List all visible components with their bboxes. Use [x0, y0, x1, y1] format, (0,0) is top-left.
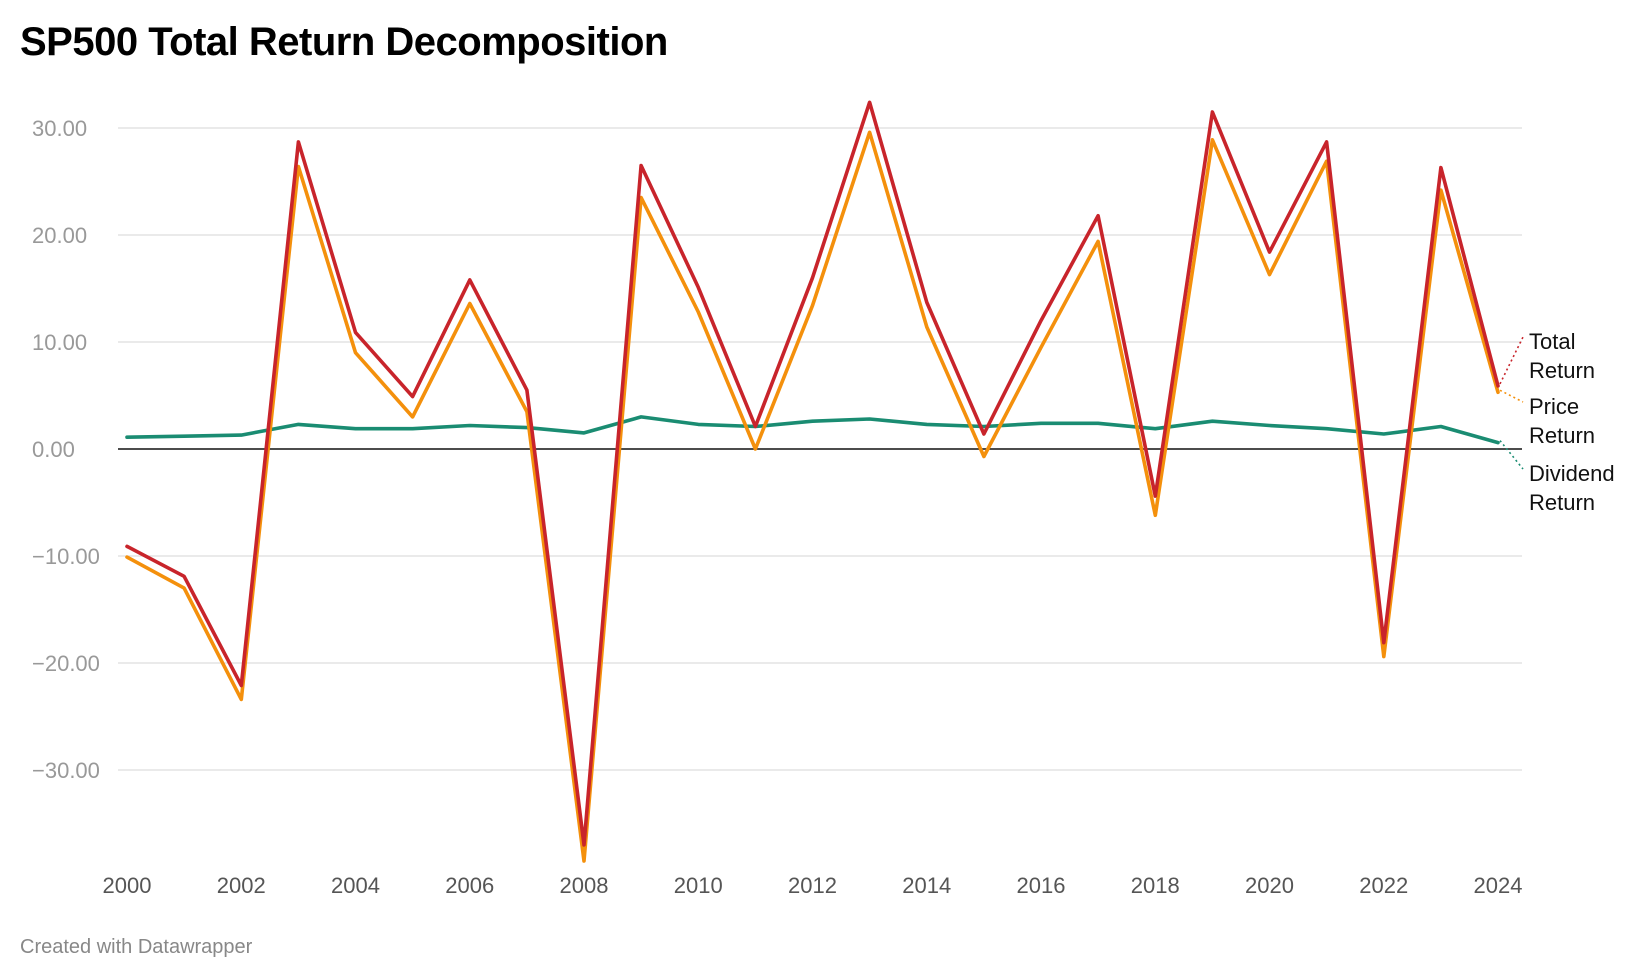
x-axis-ticks: 2000 2002 2004 2006 2008 2010 2012 2014 2016 2018… [103, 873, 1523, 898]
x-tick-label: 2012 [788, 873, 837, 898]
dividend-return-label-connector [1499, 440, 1524, 470]
x-tick-label: 2018 [1131, 873, 1180, 898]
x-tick-label: 2008 [560, 873, 609, 898]
price-return-label: Price Return [1529, 394, 1595, 448]
y-tick-label: 30.00 [32, 116, 87, 141]
x-tick-label: 2014 [902, 873, 951, 898]
series-lines [125, 100, 1500, 863]
y-tick-label: 0.00 [32, 437, 75, 462]
series-labels: Dividend Return Price Return Total Return [1499, 329, 1615, 515]
total-return-line [125, 100, 1500, 847]
x-tick-label: 2010 [674, 873, 723, 898]
dividend-return-line [125, 415, 1500, 445]
y-tick-label: −30.00 [32, 758, 100, 783]
y-tick-label: 10.00 [32, 330, 87, 355]
x-tick-label: 2016 [1017, 873, 1066, 898]
footer-credit: Created with Datawrapper [20, 936, 253, 958]
y-tick-label: −20.00 [32, 651, 100, 676]
y-axis-ticks: 30.00 20.00 10.00 0.00 −10.00 −20.00 −30.00 [32, 116, 100, 783]
y-tick-label: −10.00 [32, 544, 100, 569]
price-return-label-connector [1499, 389, 1524, 403]
x-tick-label: 2006 [445, 873, 494, 898]
x-tick-label: 2020 [1245, 873, 1294, 898]
x-tick-label: 2024 [1474, 873, 1523, 898]
x-tick-label: 2022 [1359, 873, 1408, 898]
total-return-label-connector [1499, 336, 1524, 385]
x-tick-label: 2004 [331, 873, 380, 898]
dividend-return-label: Dividend Return [1529, 461, 1615, 515]
total-return-label: Total Return [1529, 329, 1595, 383]
y-tick-label: 20.00 [32, 223, 87, 248]
x-tick-label: 2000 [103, 873, 152, 898]
x-tick-label: 2002 [217, 873, 266, 898]
chart-title: SP500 Total Return Decomposition [20, 20, 668, 64]
price-return-line [125, 130, 1500, 863]
